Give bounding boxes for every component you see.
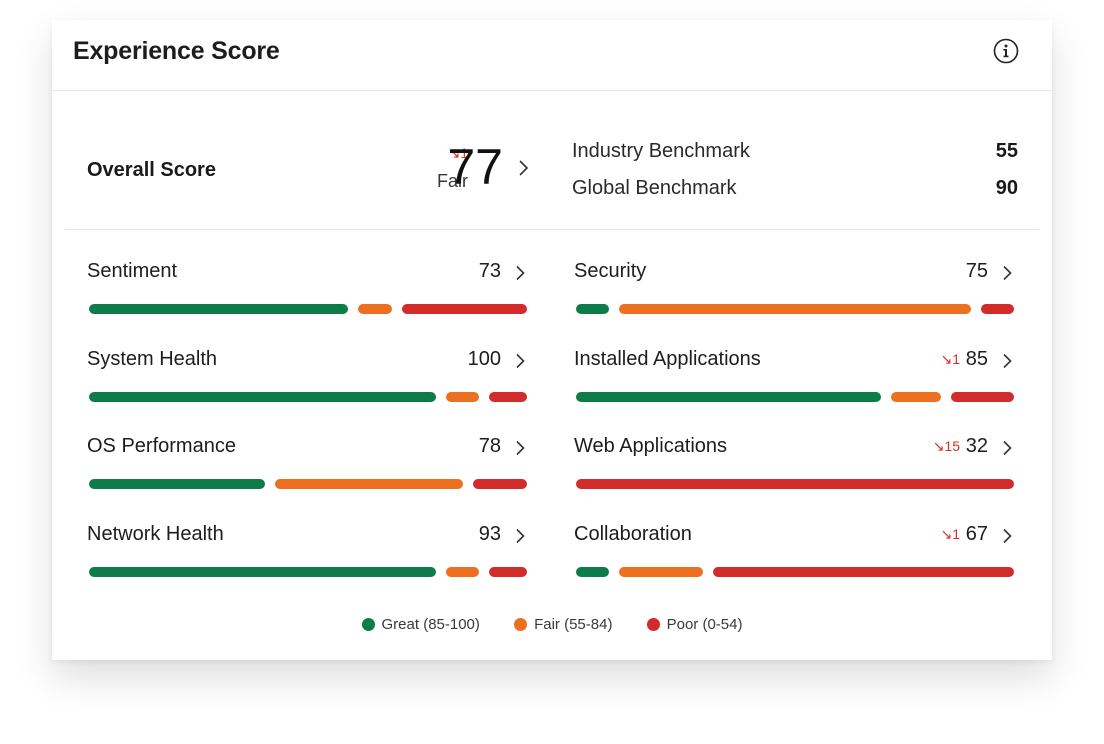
bar-segment-great [89,304,349,314]
metric-score: 78 [478,435,501,457]
distribution-bar [89,567,527,577]
bar-segment-poor [401,304,527,314]
metric-label: Collaboration [574,523,692,545]
metric-label: Web Applications [574,435,728,457]
metric-delta: ↘1 [940,351,960,367]
bar-segment-poor [489,392,527,402]
legend-dot-icon [514,618,528,631]
bar-segment-great [576,304,610,314]
distribution-bar [576,479,1014,489]
metric-label: Network Health [87,523,224,545]
metric-web-applications[interactable]: Web Applications ↘15 32 [574,435,1014,505]
distribution-bar [89,479,527,489]
legend: Great (85-100) Fair (55-84) Poor (0-54) [52,616,1052,636]
bar-segment-poor [576,479,1014,489]
bar-segment-fair [891,392,942,402]
metric-delta: ↘15 [932,438,960,454]
overall-score-label: Overall Score [87,159,216,181]
distribution-bar [89,304,527,314]
card-header: Experience Score [52,20,1052,91]
bar-segment-poor [472,479,527,489]
bar-segment-great [576,392,882,402]
industry-benchmark-row: Industry Benchmark 55 [572,140,1018,166]
legend-label: Fair (55-84) [534,616,613,633]
benchmark-value: 90 [995,177,1018,199]
benchmark-label: Industry Benchmark [572,140,750,162]
distribution-bar [576,304,1014,314]
metric-score: 73 [478,260,501,282]
benchmark-label: Global Benchmark [572,177,737,199]
distribution-bar [576,392,1014,402]
distribution-bar [89,392,527,402]
chevron-right-icon [1002,528,1014,544]
legend-item-poor: Poor (0-54) [646,616,743,633]
chevron-right-icon [1002,265,1014,281]
legend-dot-icon [646,618,660,631]
overall-section: Overall Score ↘1 Fair 77 Industry Benchm… [52,91,1052,229]
distribution-bar [576,567,1014,577]
bar-segment-fair [445,567,480,577]
chevron-right-icon [515,440,527,456]
metric-score: 85 [965,348,988,370]
section-divider [65,229,1039,230]
chevron-right-icon [515,265,527,281]
chevron-right-icon [515,528,527,544]
chevron-right-icon [518,159,530,177]
bar-segment-fair [619,304,971,314]
bar-segment-poor [489,567,527,577]
overall-score-rating: Fair [437,171,468,191]
metric-label: OS Performance [87,435,236,457]
legend-item-fair: Fair (55-84) [514,616,612,633]
legend-label: Great (85-100) [381,616,480,633]
legend-dot-icon [361,618,375,631]
bar-segment-fair [274,479,463,489]
metric-score: 93 [478,523,501,545]
bar-segment-poor [713,567,1014,577]
bar-segment-fair [358,304,392,314]
metric-delta: ↘1 [940,526,960,542]
bar-segment-great [576,567,610,577]
metric-os-performance[interactable]: OS Performance 78 [87,435,527,505]
bar-segment-fair [619,567,704,577]
card-title: Experience Score [73,37,280,65]
metric-score: 67 [965,523,988,545]
metric-score: 75 [965,260,988,282]
metric-label: Security [574,260,647,282]
metric-system-health[interactable]: System Health 100 [87,348,527,418]
bar-segment-fair [445,392,480,402]
chevron-right-icon [515,353,527,369]
metric-score: 100 [467,348,501,370]
chevron-right-icon [1002,353,1014,369]
chevron-right-icon [1002,440,1014,456]
bar-segment-great [89,567,436,577]
overall-score-link[interactable]: ↘1 Fair 77 [392,139,530,199]
metric-label: Installed Applications [574,348,761,370]
bar-segment-poor [980,304,1014,314]
metric-collaboration[interactable]: Collaboration ↘1 67 [574,523,1014,593]
metric-security[interactable]: Security 75 [574,260,1014,330]
bar-segment-great [89,479,265,489]
bar-segment-great [89,392,436,402]
metric-label: Sentiment [87,260,178,282]
legend-item-great: Great (85-100) [361,616,480,633]
metric-installed-applications[interactable]: Installed Applications ↘1 85 [574,348,1014,418]
metric-sentiment[interactable]: Sentiment 73 [87,260,527,330]
overall-score-delta: ↘1 [448,145,468,161]
metric-network-health[interactable]: Network Health 93 [87,523,527,593]
legend-label: Poor (0-54) [666,616,743,633]
metric-label: System Health [87,348,218,370]
global-benchmark-row: Global Benchmark 90 [572,177,1018,203]
benchmark-value: 55 [995,140,1018,162]
bar-segment-poor [951,392,1014,402]
experience-score-card: Experience Score Overall Score ↘1 Fair 7… [52,20,1052,660]
metric-score: 32 [965,435,988,457]
info-icon[interactable] [993,38,1019,64]
overall-score-value: 77 [447,139,503,195]
